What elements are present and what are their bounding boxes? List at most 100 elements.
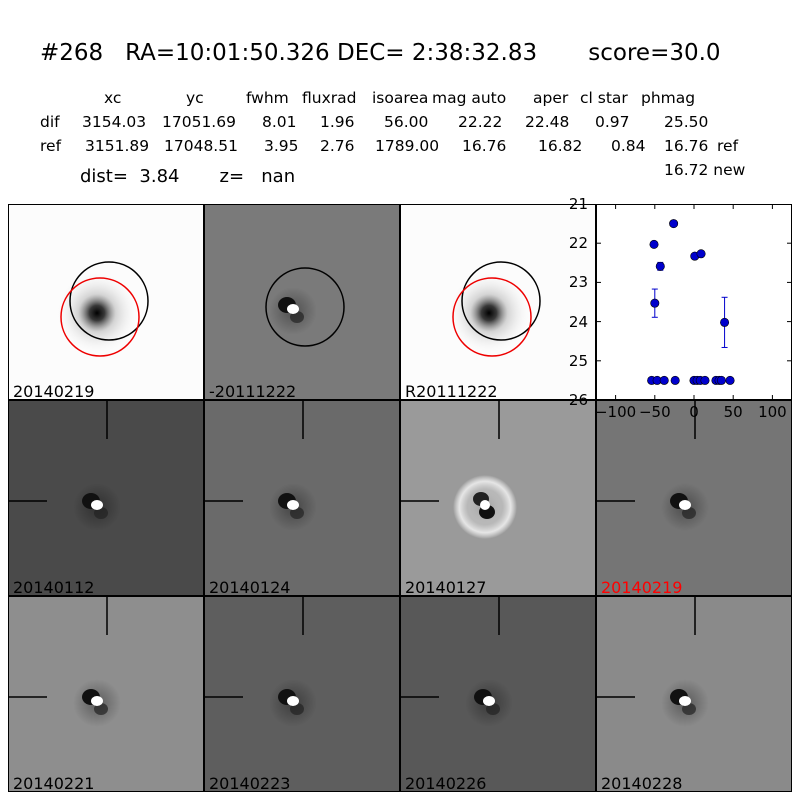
stamp-date-label: R20111222: [405, 382, 498, 400]
stamp-image: [401, 597, 513, 727]
stamp-date-label: -20111222: [209, 382, 297, 400]
ref-circle: [69, 261, 149, 341]
stamp-bottom: 20140221: [8, 596, 204, 792]
new-circle: [452, 277, 532, 357]
dist-label: dist=: [80, 166, 128, 187]
table-cell: 56.00: [384, 113, 429, 131]
stamp-image: [205, 597, 317, 727]
stamp-date-label: 20140124: [209, 578, 291, 596]
stamp-image: [205, 401, 317, 531]
table-cell: 16.76: [462, 137, 507, 155]
data-point: [700, 375, 710, 385]
y-tick-label: 24: [568, 312, 588, 331]
dipole-dark: [682, 703, 696, 715]
x-tick-label: 100: [758, 403, 787, 421]
stamp-middle: 20140112: [8, 400, 204, 596]
x-tick-label: −100: [594, 403, 637, 421]
stamp-image: [9, 401, 121, 531]
stamp-date-label: 20140127: [405, 578, 487, 596]
table-cell: 2.76: [320, 137, 355, 155]
table-cell: 17051.69: [162, 113, 236, 131]
data-point: [650, 298, 660, 308]
lightcurve-panel: [596, 204, 800, 400]
stamp-date-label: 20140228: [601, 774, 683, 792]
table-cell: 22.22: [458, 113, 503, 131]
stamp-bottom: 20140223: [204, 596, 400, 792]
stamp-date-label: 20140112: [13, 578, 95, 596]
y-tick-label: 25: [568, 351, 588, 370]
data-point: [696, 249, 706, 259]
column-header: phmag: [641, 89, 696, 107]
stamp-middle: 20140124: [204, 400, 400, 596]
x-tick-label: 0: [689, 403, 699, 421]
data-point: [720, 317, 730, 327]
dipole-dark: [290, 703, 304, 715]
stamp-date-label: 20140219: [601, 578, 683, 596]
stamp-date-label: 20140226: [405, 774, 487, 792]
row-label: ref: [40, 137, 62, 155]
stamp-middle: 20140127: [400, 400, 596, 596]
stamp-image: [55, 261, 149, 357]
table-cell: 1.96: [320, 113, 355, 131]
data-point: [669, 219, 679, 229]
stamp-bottom: 20140226: [400, 596, 596, 792]
dipole-dark: [682, 507, 696, 519]
data-point: [649, 239, 659, 249]
column-header: xc: [104, 89, 122, 107]
stamp-image: [597, 401, 709, 531]
dipole-bright: [287, 304, 299, 314]
dipole-dark: [290, 507, 304, 519]
dipole-dark: [486, 703, 500, 715]
column-header: fwhm: [246, 89, 289, 107]
dipole-bright: [287, 696, 299, 706]
stamp-date-label: 20140223: [209, 774, 291, 792]
dipole-bright: [91, 696, 103, 706]
x-tick-label: −50: [638, 403, 671, 421]
lightcurve-chart: [596, 204, 792, 400]
x-tick-label: 50: [723, 403, 743, 421]
dipole-bright: [480, 500, 490, 510]
stamp-date-label: 20140221: [13, 774, 95, 792]
table-cell: 0.97: [595, 113, 630, 131]
z-label: z=: [219, 166, 245, 187]
dipole-bright: [679, 500, 691, 510]
stamp-top: R20111222: [400, 204, 596, 400]
star-blob: [447, 271, 531, 355]
y-tick-label: 23: [568, 273, 588, 292]
ref-circle: [265, 267, 345, 347]
y-tick-label: 21: [568, 195, 588, 213]
row-suffix: ref: [717, 137, 739, 155]
column-header: cl star: [580, 89, 628, 107]
dipole-dark: [94, 507, 108, 519]
data-point: [670, 375, 680, 385]
plot-frame: [596, 204, 792, 400]
column-header: aper: [533, 89, 569, 107]
extra-mag-line: 16.72 new: [664, 161, 746, 179]
stamp-top: -20111222: [204, 204, 400, 400]
table-cell: 3154.03: [82, 113, 147, 131]
candidate-title: #268 RA=10:01:50.326 DEC= 2:38:32.83 sco…: [40, 40, 721, 66]
table-cell: 8.01: [262, 113, 297, 131]
dipole-bright: [679, 696, 691, 706]
dipole-bright: [91, 500, 103, 510]
data-point: [716, 375, 726, 385]
data-point: [655, 261, 665, 271]
z-value: nan: [261, 166, 296, 187]
column-header: yc: [186, 89, 204, 107]
table-cell: 3151.89: [85, 137, 150, 155]
stamp-image: [597, 597, 709, 727]
dist-z-line: dist= 3.84 z= nan: [80, 166, 295, 187]
dipole-bright: [483, 696, 495, 706]
table-cell: 1789.00: [375, 137, 440, 155]
dipole-bright: [287, 500, 299, 510]
column-header: mag auto: [432, 89, 507, 107]
new-circle: [60, 277, 140, 357]
stamp-top: 20140219: [8, 204, 204, 400]
dipole-dark: [290, 311, 304, 323]
data-point: [659, 375, 669, 385]
table-cell: 0.84: [611, 137, 646, 155]
dist-value: 3.84: [139, 166, 180, 187]
column-header: fluxrad: [302, 89, 357, 107]
table-cell: 3.95: [264, 137, 299, 155]
stamp-image: [401, 401, 517, 539]
